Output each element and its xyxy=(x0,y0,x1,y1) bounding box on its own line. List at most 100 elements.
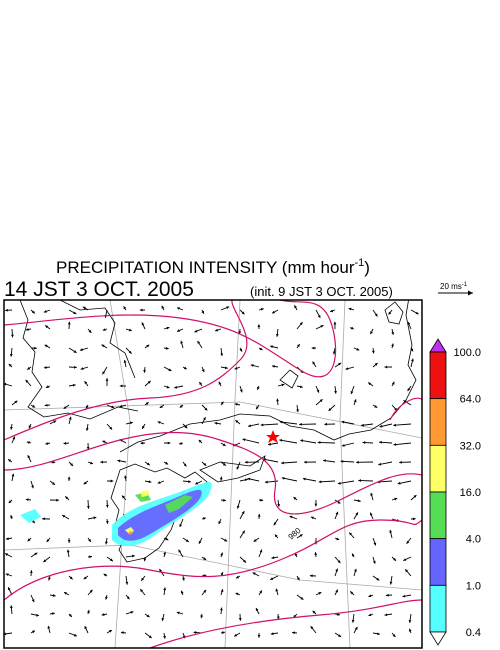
wind-arrowhead xyxy=(281,476,285,480)
wind-arrowhead xyxy=(32,520,35,524)
wind-arrowhead xyxy=(44,403,48,407)
wind-arrowhead xyxy=(125,581,129,585)
wind-arrowhead xyxy=(222,631,225,635)
wind-arrowhead xyxy=(393,557,397,561)
wind-arrowhead xyxy=(257,513,261,517)
wind-arrowhead xyxy=(203,462,207,466)
wind-arrow xyxy=(279,439,298,444)
wind-arrowhead xyxy=(67,321,71,325)
wind-arrowhead xyxy=(247,477,251,481)
wind-arrowhead xyxy=(177,329,180,332)
wind-arrowhead xyxy=(101,344,105,348)
isobars xyxy=(4,300,422,648)
wind-arrowhead xyxy=(340,459,344,463)
wind-arrowhead xyxy=(194,329,198,333)
wind-arrowhead xyxy=(317,314,321,318)
wind-arrowhead xyxy=(120,631,124,635)
wind-arrowhead xyxy=(220,572,224,576)
wind-arrowhead xyxy=(222,462,226,466)
wind-arrowhead xyxy=(368,613,372,617)
wind-arrowhead xyxy=(317,441,321,444)
wind-arrowhead xyxy=(355,512,358,516)
wind-arrowhead xyxy=(9,353,13,357)
wind-arrowhead xyxy=(379,424,383,428)
wind-arrowhead xyxy=(104,541,108,545)
wind-arrowhead xyxy=(338,634,342,637)
wind-arrowhead xyxy=(348,307,352,311)
colorbar-under xyxy=(429,631,447,646)
wind-arrowhead xyxy=(260,307,264,311)
wind-arrowhead xyxy=(109,558,113,562)
wind-scale-label: 20 ms-1 xyxy=(440,282,468,291)
wind-arrowhead xyxy=(79,348,83,351)
wind-arrowhead xyxy=(88,329,92,333)
wind-arrowhead xyxy=(235,420,239,424)
wind-arrowhead xyxy=(215,328,219,332)
wind-arrowhead xyxy=(335,568,339,572)
wind-arrowhead xyxy=(220,401,224,405)
colorbar-box xyxy=(429,584,447,633)
wind-arrowhead xyxy=(122,495,125,499)
wind-arrowhead xyxy=(117,459,121,463)
wind-arrowhead xyxy=(219,476,223,480)
wind-arrowhead xyxy=(218,381,222,385)
wind-arrowhead xyxy=(389,529,393,533)
wind-arrowhead xyxy=(223,498,226,502)
wind-arrowhead xyxy=(270,632,274,636)
wind-arrowhead xyxy=(102,328,106,331)
wind-arrowhead xyxy=(333,321,337,325)
wind-arrowhead xyxy=(43,366,47,369)
wind-arrowhead xyxy=(203,557,207,560)
wind-arrowhead xyxy=(14,400,18,404)
wind-arrowhead xyxy=(10,515,13,519)
wind-arrowhead xyxy=(93,516,97,520)
precip-area xyxy=(128,531,133,535)
wind-arrowhead xyxy=(53,420,57,424)
wind-arrowhead xyxy=(242,530,245,534)
wind-arrowhead xyxy=(219,607,223,611)
wind-arrowhead xyxy=(335,511,339,515)
wind-arrowhead xyxy=(353,568,357,572)
wind-arrowhead xyxy=(377,632,380,636)
title-text: PRECIPITATION INTENSITY (mm hour xyxy=(56,258,355,277)
wind-arrowhead xyxy=(220,353,224,357)
wind-arrowhead xyxy=(276,616,280,620)
wind-arrowhead xyxy=(238,331,242,335)
wind-arrowhead xyxy=(52,482,55,485)
wind-arrowhead xyxy=(163,635,166,639)
colorbar-label: 100.0 xyxy=(453,347,481,359)
wind-arrowhead xyxy=(84,381,88,385)
wind-arrowhead xyxy=(356,460,359,464)
wind-arrowhead xyxy=(51,612,55,616)
wind-arrowhead xyxy=(63,406,67,409)
wind-arrowhead xyxy=(25,328,29,331)
wind-arrowhead xyxy=(159,569,163,572)
wind-arrowhead xyxy=(279,420,283,424)
wind-arrowhead xyxy=(157,421,161,424)
wind-arrowhead xyxy=(243,559,247,563)
wind-arrowhead xyxy=(341,420,345,424)
wind-arrowhead xyxy=(281,383,285,387)
wind-arrowhead xyxy=(86,506,90,509)
valid-time: 14 JST 3 OCT. 2005 xyxy=(4,278,194,301)
wind-arrowhead xyxy=(73,633,77,637)
wind-arrowhead xyxy=(341,443,345,447)
wind-arrowhead xyxy=(370,492,374,496)
wind-arrowhead xyxy=(236,505,240,509)
wind-arrowhead xyxy=(89,589,93,593)
wind-arrowhead xyxy=(242,438,246,442)
wind-arrowhead xyxy=(259,590,262,594)
wind-arrowhead xyxy=(36,613,39,617)
colorbar-label: 16.0 xyxy=(460,487,481,499)
wind-arrowhead xyxy=(142,425,145,429)
wind-arrowhead xyxy=(26,441,30,444)
wind-arrowhead xyxy=(264,480,268,484)
wind-arrowhead xyxy=(323,459,326,463)
wind-arrowhead xyxy=(188,480,191,483)
wind-arrowhead xyxy=(238,617,242,621)
wind-arrowhead xyxy=(328,408,332,411)
wind-arrowhead xyxy=(352,553,355,557)
wind-arrowhead xyxy=(44,344,48,348)
wind-arrowhead xyxy=(130,611,134,614)
wind-arrowhead xyxy=(64,592,68,595)
